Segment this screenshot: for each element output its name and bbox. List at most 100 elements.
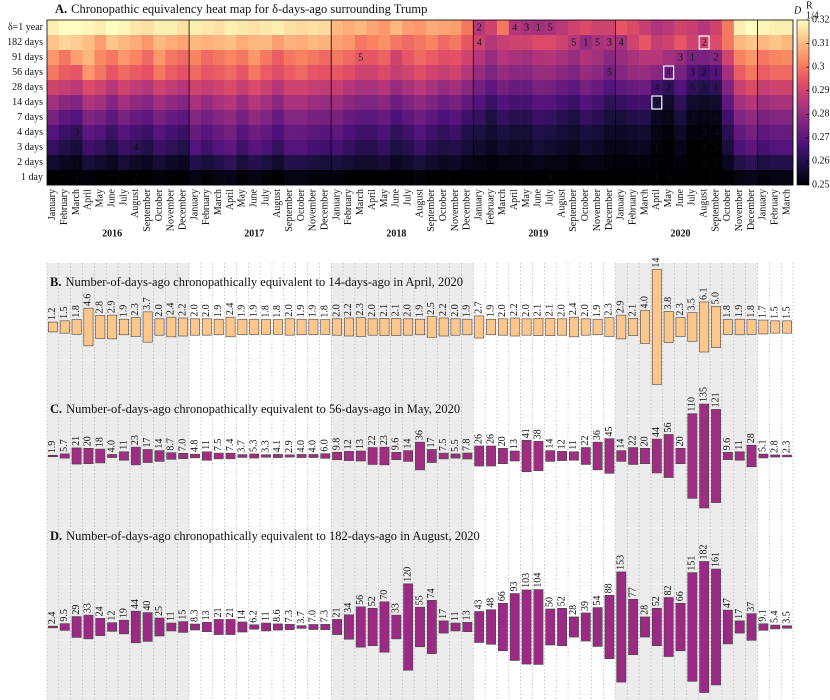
heat-cell	[757, 80, 770, 96]
bar	[533, 441, 544, 471]
heat-cell	[698, 95, 711, 111]
heat-cell	[70, 140, 83, 156]
heat-cell	[58, 20, 71, 36]
heat-cell	[520, 155, 533, 171]
bar	[320, 624, 331, 630]
bar	[130, 446, 141, 466]
bar	[533, 589, 544, 665]
heat-cell	[461, 155, 474, 171]
heat-cell	[662, 35, 675, 51]
bar	[344, 451, 354, 461]
heat-cell	[733, 110, 746, 126]
heat-cell	[449, 125, 462, 141]
heat-cell	[70, 125, 83, 141]
heat-cell	[437, 110, 450, 126]
month-label: July	[402, 189, 413, 206]
bar	[355, 606, 366, 648]
bar	[533, 318, 544, 336]
heat-cell	[733, 65, 746, 81]
month-label: December	[462, 188, 473, 230]
value-label: 2.0	[284, 304, 295, 317]
bar	[119, 318, 129, 336]
bar	[569, 616, 579, 638]
month-label: March	[355, 189, 366, 215]
heat-cell	[295, 95, 308, 111]
heat-cell	[579, 170, 592, 186]
heat-cell	[200, 155, 214, 171]
heat-cell	[106, 20, 119, 36]
heat-cell	[343, 140, 356, 156]
heat-cell	[47, 110, 60, 126]
heat-cell	[283, 170, 296, 186]
heat-cell	[627, 20, 640, 36]
heat-cell	[307, 155, 320, 171]
heat-cell	[698, 65, 711, 81]
heat-cell	[236, 140, 249, 156]
month-label: January	[331, 189, 342, 220]
bar	[580, 612, 591, 642]
heat-cell	[769, 170, 782, 186]
heat-cell	[390, 35, 403, 51]
bar	[592, 441, 603, 471]
bar	[474, 445, 485, 467]
heat-cell	[224, 155, 237, 171]
heat-cell	[94, 65, 107, 81]
heat-cell	[366, 65, 379, 81]
bar	[486, 609, 496, 645]
bar	[699, 301, 710, 353]
heat-cell	[58, 155, 71, 171]
heat-cell	[461, 80, 474, 96]
value-label: 2.1	[379, 304, 390, 317]
bar	[225, 452, 236, 460]
heat-cell	[224, 50, 237, 66]
value-label: 1.5	[770, 306, 781, 319]
month-label: May	[663, 189, 674, 207]
heat-cell	[141, 125, 154, 141]
value-label: 2.1	[627, 304, 638, 317]
heat-cell	[271, 140, 285, 156]
bar	[616, 314, 627, 340]
heat-cell	[425, 50, 439, 66]
heat-cell	[603, 170, 616, 186]
bar	[438, 620, 449, 634]
heat-cell	[556, 170, 569, 186]
heat-cell	[248, 35, 261, 51]
bar	[272, 454, 283, 458]
heat-cell	[662, 50, 675, 66]
heat-cell	[686, 95, 699, 111]
bar	[758, 319, 769, 335]
year-label: 2018	[386, 228, 406, 239]
rank-label: 4	[714, 112, 719, 123]
month-label: April	[83, 189, 94, 210]
heat-cell	[627, 95, 640, 111]
value-label: 4.0	[106, 440, 117, 453]
rank-label: 4	[714, 97, 719, 108]
heat-cell	[366, 155, 379, 171]
heat-cell	[47, 50, 60, 66]
heat-cell	[520, 35, 533, 51]
heat-cell	[508, 50, 521, 66]
value-label: 18	[95, 437, 106, 447]
heat-cell	[283, 35, 296, 51]
bar	[734, 620, 745, 634]
heat-cell	[212, 65, 225, 81]
month-label: June	[533, 188, 544, 207]
bar	[722, 319, 733, 335]
heat-cell	[129, 170, 143, 186]
value-label: 6.1	[698, 287, 709, 300]
bar	[687, 413, 698, 499]
heat-cell	[47, 155, 60, 171]
value-label: 3.3	[260, 440, 271, 453]
rank-label: 1	[654, 172, 659, 183]
heat-cell	[189, 65, 202, 81]
month-label: August	[272, 189, 283, 218]
heat-cell	[319, 65, 332, 81]
heat-cell	[710, 170, 723, 186]
bar	[663, 597, 674, 657]
heat-cell	[425, 125, 439, 141]
heat-cell	[591, 95, 604, 111]
heat-cell	[769, 95, 782, 111]
bar	[379, 601, 390, 653]
heat-cell	[200, 65, 214, 81]
bar	[332, 318, 343, 336]
